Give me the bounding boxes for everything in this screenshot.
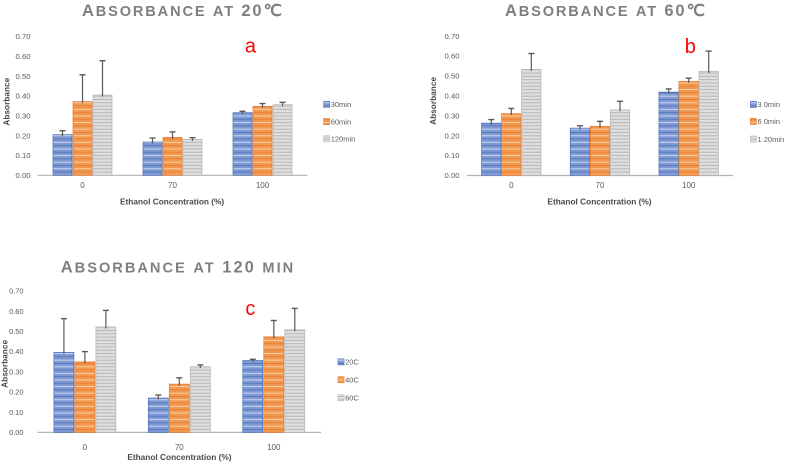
svg-text:0.20: 0.20 [9,388,23,397]
svg-text:0.60: 0.60 [16,52,31,61]
svg-text:0.30: 0.30 [445,111,460,120]
svg-text:6 0min: 6 0min [758,117,781,126]
svg-text:70: 70 [175,443,184,452]
svg-text:0.70: 0.70 [9,287,23,296]
svg-text:Ethanol Concentration (%): Ethanol Concentration (%) [547,196,651,206]
svg-text:0.50: 0.50 [445,72,460,81]
svg-text:60C: 60C [345,394,359,403]
svg-text:a: a [245,35,257,57]
svg-text:0.10: 0.10 [16,151,31,160]
svg-text:0.00: 0.00 [9,428,23,437]
svg-text:30min: 30min [331,100,351,109]
svg-text:0.40: 0.40 [445,92,460,101]
svg-text:0: 0 [509,181,514,190]
svg-text:Absorbance: Absorbance [1,77,11,125]
svg-text:3 0min: 3 0min [758,100,781,109]
svg-text:60min: 60min [331,117,351,126]
svg-text:ABSORBANCE AT 20℃: ABSORBANCE AT 20℃ [82,2,284,20]
svg-text:c: c [245,298,255,320]
svg-text:0.50: 0.50 [16,72,31,81]
svg-text:0.30: 0.30 [16,111,31,120]
svg-text:Ethanol Concentration (%): Ethanol Concentration (%) [127,452,231,462]
svg-text:0.20: 0.20 [16,131,31,140]
svg-text:70: 70 [168,181,177,190]
svg-text:0.40: 0.40 [9,347,23,356]
svg-text:0.40: 0.40 [16,92,31,101]
svg-text:0.00: 0.00 [16,171,31,180]
svg-text:120min: 120min [331,135,356,144]
svg-text:70: 70 [596,181,605,190]
svg-text:0.60: 0.60 [9,307,23,316]
svg-text:ABSORBANCE AT 60℃: ABSORBANCE AT 60℃ [505,2,707,20]
svg-text:0: 0 [83,443,88,452]
svg-text:1 20min: 1 20min [758,135,785,144]
svg-text:0: 0 [80,181,85,190]
svg-text:100: 100 [267,443,281,452]
svg-text:0.60: 0.60 [445,52,460,61]
svg-text:b: b [685,36,696,58]
svg-text:0.50: 0.50 [9,327,23,336]
svg-text:Absorbance: Absorbance [0,340,10,388]
svg-text:Ethanol Concentration (%): Ethanol Concentration (%) [120,196,224,206]
svg-text:100: 100 [682,181,696,190]
svg-text:100: 100 [256,181,270,190]
svg-text:0.30: 0.30 [9,367,23,376]
svg-text:0.00: 0.00 [445,171,460,180]
svg-text:ABSORBANCE AT 120 MIN: ABSORBANCE AT 120 MIN [61,258,295,276]
svg-text:0.70: 0.70 [445,32,460,41]
svg-text:0.10: 0.10 [445,151,460,160]
svg-text:20C: 20C [345,358,359,367]
svg-text:40C: 40C [345,375,359,384]
svg-text:Absorbance: Absorbance [428,77,438,125]
svg-text:0.20: 0.20 [445,131,460,140]
svg-text:0.70: 0.70 [16,32,31,41]
svg-text:0.10: 0.10 [9,408,23,417]
